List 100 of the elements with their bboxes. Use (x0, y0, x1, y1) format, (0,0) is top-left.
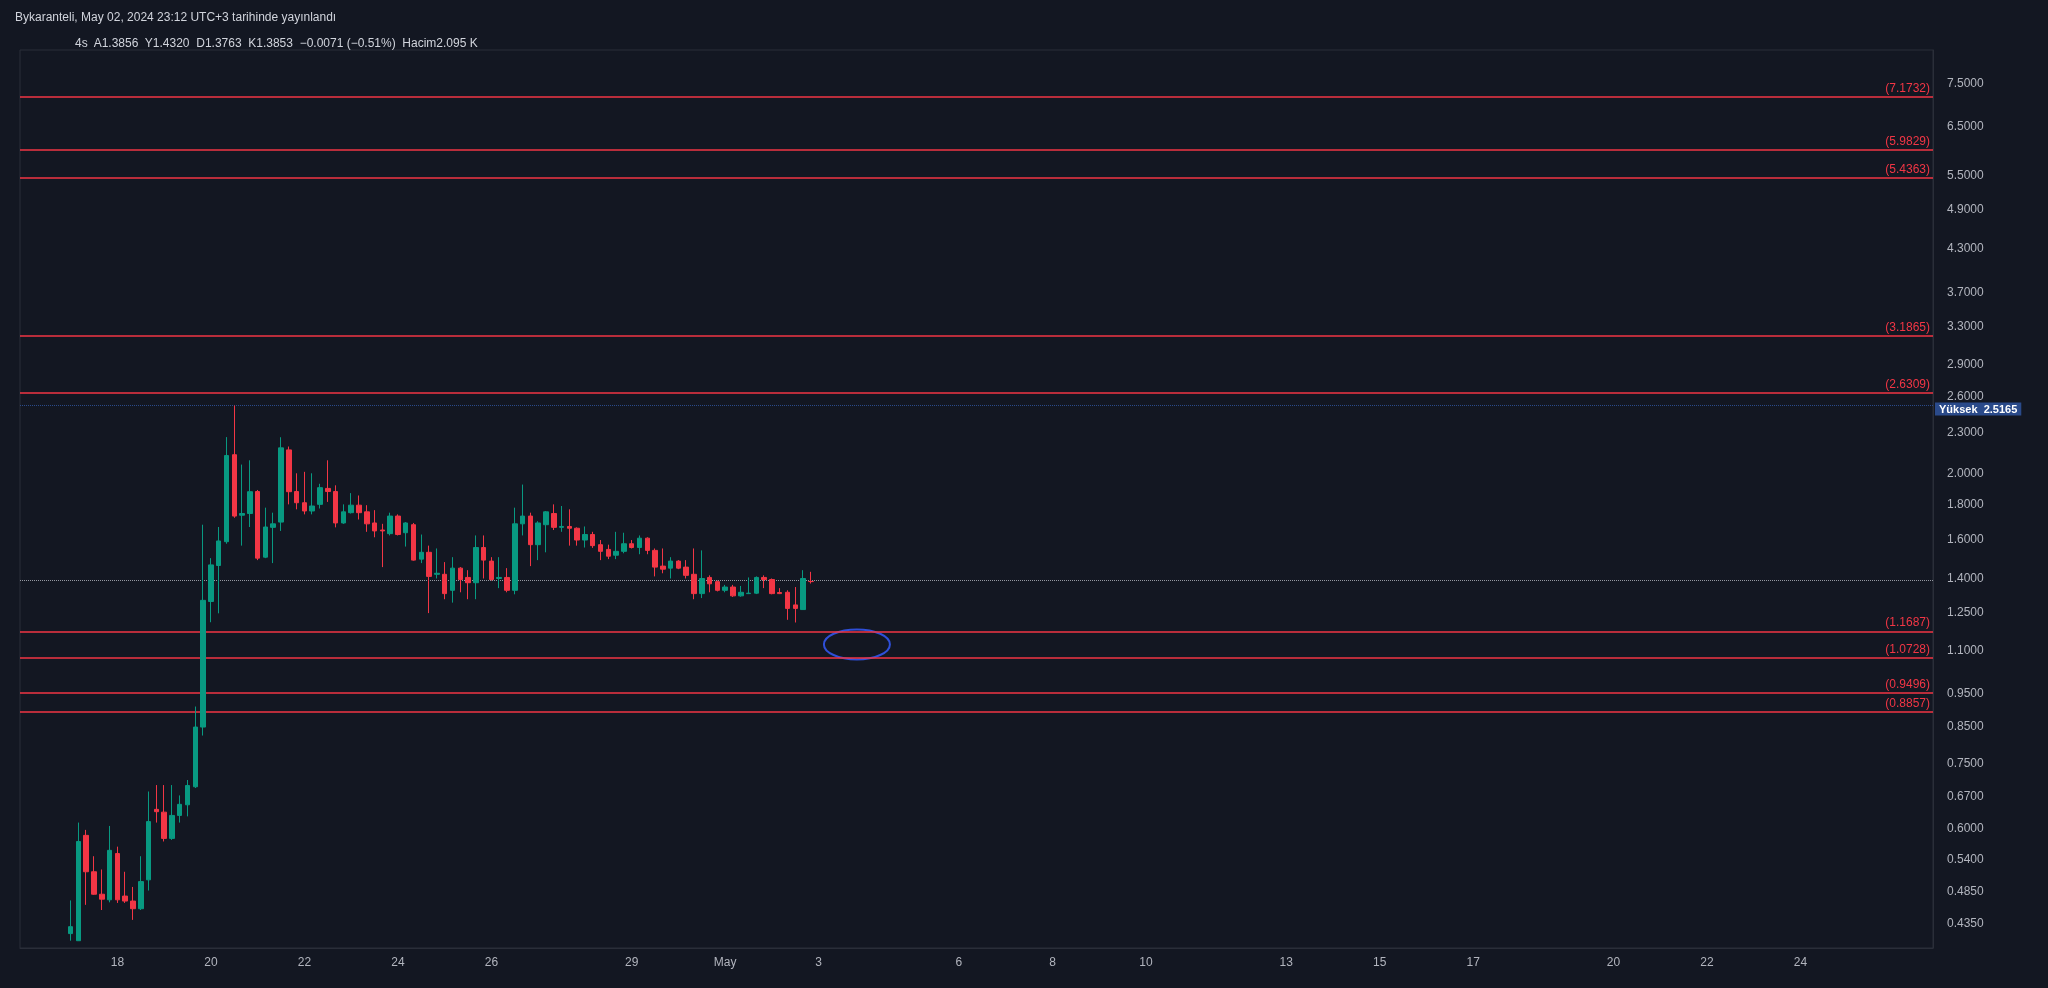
x-tick-label: 26 (484, 955, 499, 969)
candlestick (559, 505, 564, 533)
candlestick (761, 574, 767, 589)
y-tick-label: 0.4350 (1947, 916, 1985, 931)
candlestick (411, 522, 416, 562)
candlestick (574, 526, 580, 547)
y-tick-label: 0.6700 (1947, 788, 1985, 803)
y-tick-label: 7.5000 (1947, 76, 1985, 91)
candlestick (504, 567, 510, 593)
ref-line-label: (2.6309) (1885, 376, 1930, 391)
candlestick (278, 436, 284, 532)
x-tick-label: 17 (1466, 955, 1481, 969)
candlestick (473, 534, 479, 600)
x-tick-label: 8 (1049, 955, 1057, 969)
x-tick-label: 20 (204, 955, 218, 969)
candlestick (419, 534, 424, 564)
candlestick (426, 545, 432, 614)
candlestick (785, 589, 790, 621)
candlestick (793, 586, 798, 623)
candlestick (676, 559, 681, 570)
candlestick (263, 507, 268, 559)
y-tick-label: 2.3000 (1947, 425, 1985, 440)
candlestick (528, 512, 533, 567)
candlestick (489, 556, 494, 582)
y-tick-label: 0.7500 (1947, 755, 1985, 770)
y-tick-label: 1.8000 (1947, 497, 1985, 512)
y-tick-label: 0.4850 (1947, 884, 1985, 899)
ref-line-label: (5.4363) (1885, 162, 1930, 177)
candlestick (185, 779, 190, 817)
candlestick (380, 523, 385, 568)
candlestick (356, 494, 362, 520)
ref-line-label: (3.1865) (1885, 319, 1930, 334)
candlestick (216, 526, 221, 614)
candlestick (551, 503, 557, 531)
candlestick (138, 855, 144, 911)
candlestick (746, 576, 751, 595)
candlestick (107, 825, 112, 903)
candlestick (598, 539, 603, 561)
y-tick-label: 0.5400 (1947, 852, 1985, 867)
candlestick (177, 794, 182, 824)
candlestick (660, 547, 666, 574)
candlestick (286, 446, 292, 505)
candlestick (645, 536, 650, 555)
y-tick-label: 0.8500 (1947, 718, 1985, 733)
candlestick (395, 513, 401, 536)
candlestick (652, 547, 658, 577)
candlestick (777, 587, 782, 595)
y-tick-label: 1.4000 (1947, 571, 1985, 586)
candlestick (122, 871, 128, 904)
x-tick-label: 22 (297, 955, 312, 969)
candlestick (769, 577, 775, 595)
candlestick (130, 886, 136, 921)
y-tick-label: 2.9000 (1947, 356, 1985, 371)
candlestick (302, 471, 307, 515)
candlestick (520, 484, 525, 536)
ref-line-label: (1.1687) (1885, 615, 1930, 630)
y-tick-label: 3.7000 (1947, 284, 1985, 299)
candlestick (200, 524, 206, 737)
x-tick-label: 29 (625, 955, 639, 969)
candlestick (270, 512, 276, 564)
candlestick (590, 531, 595, 549)
ref-line-label: (7.1732) (1885, 80, 1930, 95)
candlestick (637, 534, 642, 555)
candlestick (154, 784, 159, 824)
candlestick (247, 459, 253, 528)
candlestick (224, 436, 229, 545)
y-tick-label: 5.5000 (1947, 167, 1985, 182)
candlestick (450, 556, 455, 604)
chart-title: Bykaranteli, May 02, 2024 23:12 UTC+3 tarihinde yayınlandı (15, 10, 337, 24)
x-tick-label: 3 (815, 955, 823, 969)
x-tick-label: May (713, 955, 737, 969)
ref-line-label: (0.8857) (1885, 696, 1930, 711)
candlestick (372, 509, 377, 538)
candlestick (387, 512, 393, 536)
candlestick (621, 532, 627, 554)
candlestick (535, 520, 541, 561)
ref-line-label: (5.9829) (1885, 134, 1930, 149)
candlestick (683, 559, 689, 579)
x-tick-label: 6 (955, 955, 963, 969)
candlestick (91, 855, 97, 896)
candlestick (722, 584, 728, 593)
y-tick-label: 3.3000 (1947, 318, 1985, 333)
candlestick (76, 822, 81, 942)
ref-line-label: (0.9496) (1885, 676, 1930, 691)
candlestick (333, 484, 338, 528)
candlestick (582, 525, 588, 549)
x-tick-label: 10 (1139, 955, 1153, 969)
ref-line-label: (1.0728) (1885, 641, 1930, 656)
candlestick (68, 899, 73, 942)
y-tick-label: 4.3000 (1947, 240, 1985, 255)
candlestick (294, 472, 299, 510)
candlestick (341, 503, 346, 525)
candlestick (309, 472, 315, 515)
candlestick (512, 507, 518, 595)
candlestick (239, 464, 245, 547)
x-tick-label: 18 (110, 955, 125, 969)
y-tick-label: 2.0000 (1947, 466, 1985, 481)
candlestick (208, 557, 214, 623)
candlestick (83, 829, 89, 906)
candlestick (754, 575, 759, 595)
